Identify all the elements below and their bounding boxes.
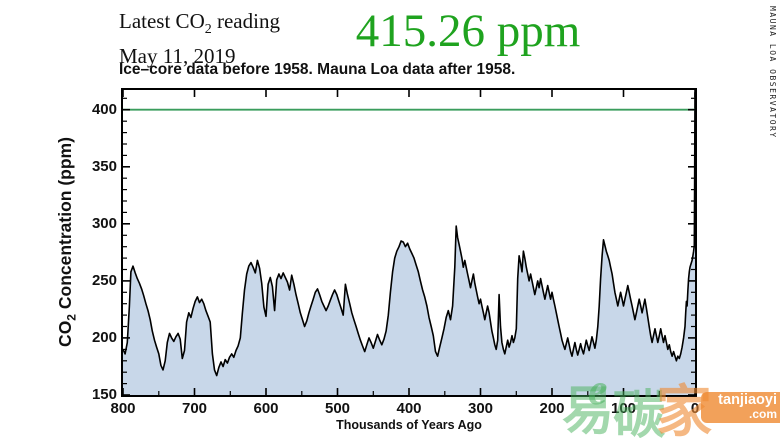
x-tick-label: 200: [539, 400, 565, 417]
x-tick-label: 600: [253, 400, 279, 417]
latest-reading-label: Latest CO2 reading: [119, 9, 280, 38]
header-text: Latest CO2 reading May 11, 2019: [119, 8, 280, 70]
co2-chart-plot-area: [121, 88, 697, 397]
y-tick-label: 300: [91, 214, 117, 232]
y-tick-label: 250: [91, 271, 117, 289]
x-tick-label: 400: [396, 400, 422, 417]
y-axis-title: CO2 Concentration (ppm): [55, 137, 79, 347]
co2-reading-value: 415.26 ppm: [355, 5, 581, 57]
observatory-label: MAUNA LOA OBSERVATORY: [768, 6, 777, 139]
x-tick-label: 0: [690, 400, 700, 417]
reading-date: May 11, 2019: [119, 44, 236, 69]
x-tick-label: 800: [110, 400, 136, 417]
y-tick-label: 150: [91, 386, 117, 403]
co2-line: [123, 92, 695, 377]
y-tick-label: 350: [91, 157, 117, 175]
chart-subtitle: Ice–core data before 1958. Mauna Loa dat…: [119, 61, 516, 78]
x-tick-label: 500: [324, 400, 351, 417]
x-tick-label: 700: [181, 400, 208, 417]
co2-chart-svg: [123, 90, 695, 395]
y-tick-label: 400: [91, 100, 117, 118]
x-axis-title: Thousands of Years Ago: [336, 418, 482, 432]
co2-area-fill: [123, 92, 695, 395]
x-tick-label: 300: [467, 400, 494, 417]
x-tick-label: 100: [610, 400, 637, 417]
y-tick-label: 200: [91, 328, 117, 346]
